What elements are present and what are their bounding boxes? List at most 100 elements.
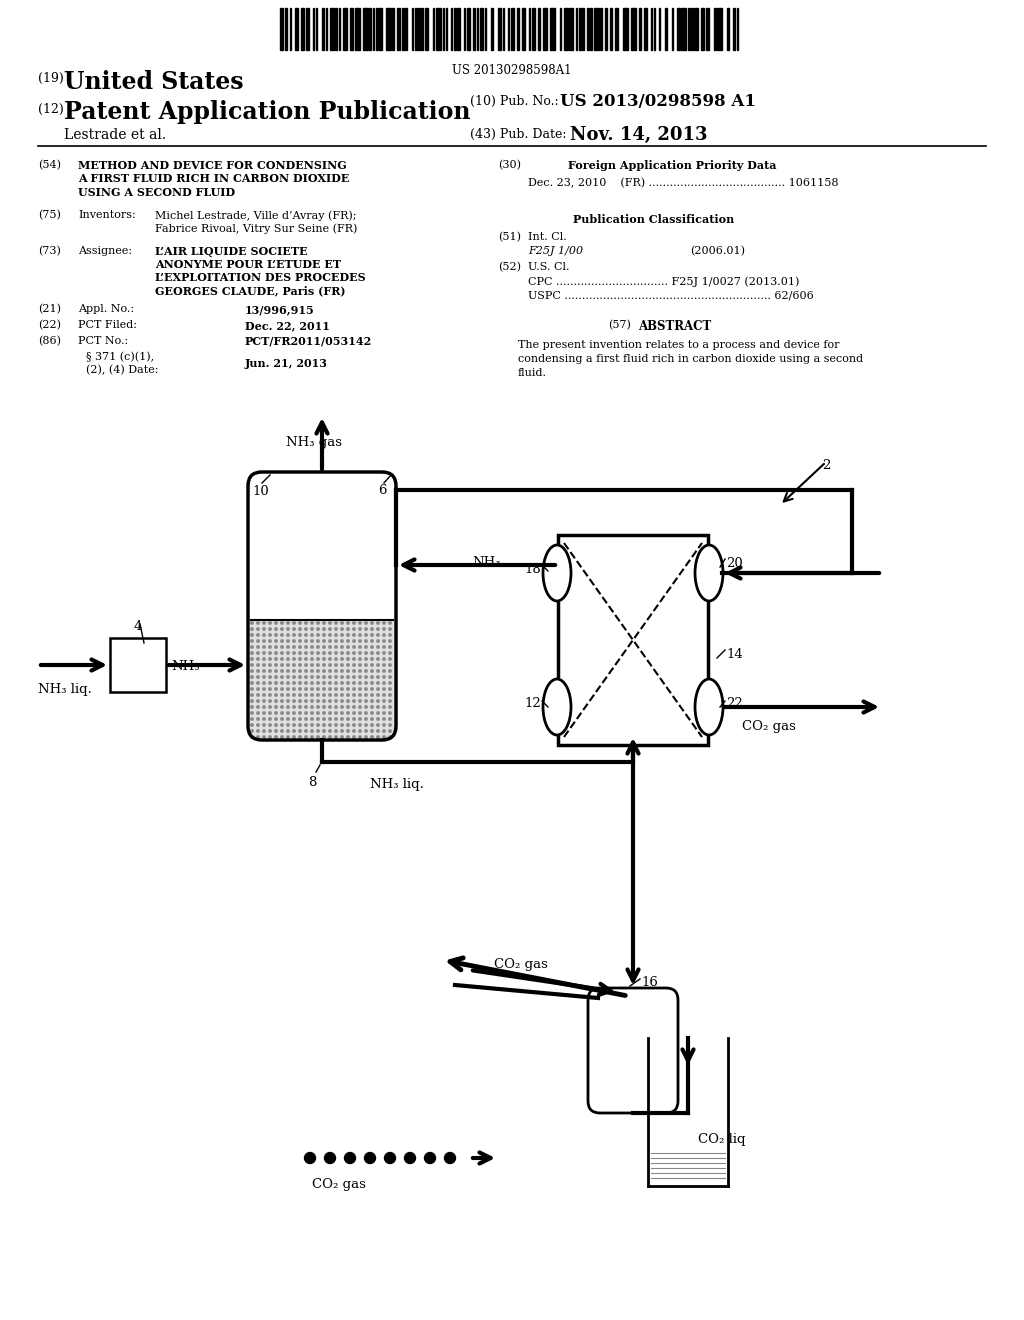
- Circle shape: [341, 657, 343, 660]
- Bar: [110, 638, 166, 692]
- Circle shape: [299, 676, 301, 678]
- Circle shape: [335, 664, 337, 667]
- Bar: [522, 8, 525, 50]
- Circle shape: [257, 657, 259, 660]
- Circle shape: [365, 657, 368, 660]
- Bar: [418, 8, 420, 50]
- Circle shape: [281, 634, 284, 636]
- Circle shape: [316, 700, 319, 702]
- Circle shape: [347, 711, 349, 714]
- Circle shape: [263, 676, 265, 678]
- Circle shape: [263, 688, 265, 690]
- Bar: [594, 8, 599, 50]
- FancyBboxPatch shape: [588, 987, 678, 1113]
- Circle shape: [358, 676, 361, 678]
- Circle shape: [341, 640, 343, 643]
- Circle shape: [377, 735, 379, 738]
- Bar: [706, 8, 709, 50]
- Text: Patent Application Publication: Patent Application Publication: [63, 100, 470, 124]
- Circle shape: [257, 640, 259, 643]
- Circle shape: [299, 700, 301, 702]
- Circle shape: [329, 688, 331, 690]
- Circle shape: [316, 657, 319, 660]
- Circle shape: [316, 676, 319, 678]
- Circle shape: [274, 645, 278, 648]
- Circle shape: [305, 669, 307, 672]
- Text: § 371 (c)(1),: § 371 (c)(1),: [86, 352, 155, 363]
- Circle shape: [316, 645, 319, 648]
- Circle shape: [274, 657, 278, 660]
- Circle shape: [389, 700, 391, 702]
- Circle shape: [329, 628, 331, 630]
- Bar: [727, 8, 729, 50]
- Circle shape: [293, 664, 295, 667]
- Bar: [323, 8, 324, 50]
- Circle shape: [389, 628, 391, 630]
- Text: (51): (51): [498, 232, 521, 243]
- Circle shape: [268, 669, 271, 672]
- Circle shape: [383, 700, 385, 702]
- Circle shape: [323, 730, 326, 733]
- Circle shape: [268, 645, 271, 648]
- Bar: [392, 8, 394, 50]
- Circle shape: [316, 694, 319, 696]
- Circle shape: [377, 711, 379, 714]
- Circle shape: [305, 664, 307, 667]
- Circle shape: [268, 711, 271, 714]
- Circle shape: [305, 700, 307, 702]
- Bar: [736, 8, 738, 50]
- Circle shape: [383, 711, 385, 714]
- Text: Inventors:: Inventors:: [78, 210, 136, 220]
- Circle shape: [251, 711, 253, 714]
- Circle shape: [311, 669, 313, 672]
- Ellipse shape: [695, 678, 723, 735]
- Bar: [422, 8, 423, 50]
- Circle shape: [389, 711, 391, 714]
- Circle shape: [353, 676, 355, 678]
- Circle shape: [299, 634, 301, 636]
- Bar: [677, 8, 680, 50]
- Text: NH₃ liq.: NH₃ liq.: [370, 777, 424, 791]
- Circle shape: [335, 622, 337, 624]
- Text: Jun. 21, 2013: Jun. 21, 2013: [245, 358, 328, 370]
- Circle shape: [299, 735, 301, 738]
- Circle shape: [377, 700, 379, 702]
- Circle shape: [371, 682, 373, 684]
- Ellipse shape: [543, 545, 571, 601]
- Circle shape: [274, 652, 278, 655]
- Circle shape: [344, 1152, 355, 1163]
- Circle shape: [299, 628, 301, 630]
- Bar: [672, 8, 674, 50]
- Circle shape: [389, 723, 391, 726]
- Circle shape: [287, 634, 289, 636]
- Circle shape: [347, 723, 349, 726]
- Circle shape: [341, 652, 343, 655]
- Circle shape: [305, 706, 307, 709]
- Bar: [654, 8, 655, 50]
- Circle shape: [251, 645, 253, 648]
- Circle shape: [287, 640, 289, 643]
- Circle shape: [377, 688, 379, 690]
- Circle shape: [389, 622, 391, 624]
- Circle shape: [383, 688, 385, 690]
- Text: 2: 2: [822, 459, 830, 473]
- Circle shape: [389, 706, 391, 709]
- Circle shape: [358, 706, 361, 709]
- Circle shape: [323, 694, 326, 696]
- Circle shape: [281, 711, 284, 714]
- Circle shape: [365, 628, 368, 630]
- Circle shape: [365, 676, 368, 678]
- Circle shape: [293, 711, 295, 714]
- Circle shape: [353, 657, 355, 660]
- Circle shape: [329, 682, 331, 684]
- Circle shape: [347, 669, 349, 672]
- Circle shape: [329, 652, 331, 655]
- Circle shape: [299, 664, 301, 667]
- Bar: [587, 8, 589, 50]
- Circle shape: [353, 730, 355, 733]
- Text: NH₃ liq.: NH₃ liq.: [38, 682, 92, 696]
- Circle shape: [268, 634, 271, 636]
- Circle shape: [329, 622, 331, 624]
- Circle shape: [287, 682, 289, 684]
- Circle shape: [358, 664, 361, 667]
